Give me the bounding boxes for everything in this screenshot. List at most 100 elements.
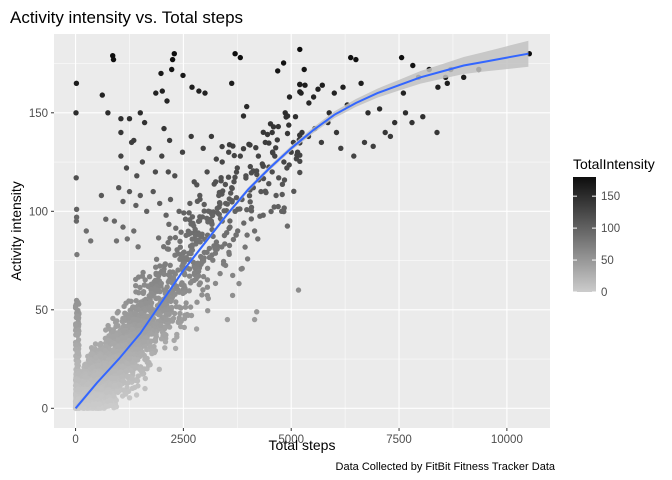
data-point bbox=[226, 249, 232, 255]
data-point bbox=[149, 350, 155, 357]
data-point bbox=[158, 70, 164, 77]
data-point bbox=[110, 333, 117, 340]
data-point bbox=[361, 139, 368, 146]
data-point bbox=[229, 292, 236, 299]
data-point bbox=[435, 84, 441, 90]
data-point bbox=[231, 179, 237, 185]
data-point bbox=[295, 287, 302, 293]
data-point bbox=[173, 299, 179, 305]
data-point bbox=[275, 123, 281, 130]
data-point bbox=[163, 315, 169, 322]
x-axis-ticks: 0 2500 5000 7500 10000 bbox=[72, 428, 523, 446]
data-point bbox=[155, 273, 162, 279]
data-point bbox=[151, 337, 158, 344]
data-point bbox=[129, 326, 136, 333]
data-point bbox=[166, 221, 172, 227]
legend-tick-label: 150 bbox=[601, 191, 620, 203]
data-point bbox=[365, 110, 371, 116]
data-point bbox=[73, 332, 79, 338]
data-point bbox=[402, 110, 409, 116]
data-point bbox=[243, 173, 249, 179]
data-point bbox=[214, 210, 221, 216]
data-point bbox=[233, 169, 240, 175]
data-point bbox=[177, 244, 183, 250]
data-point bbox=[158, 280, 164, 287]
data-point bbox=[201, 201, 207, 208]
data-point bbox=[205, 308, 211, 314]
data-point bbox=[192, 265, 198, 271]
data-point bbox=[220, 188, 226, 194]
data-point bbox=[181, 210, 187, 216]
data-point bbox=[112, 382, 118, 388]
legend-tick-label: 100 bbox=[601, 223, 620, 235]
data-point bbox=[248, 170, 255, 176]
data-point bbox=[297, 81, 303, 88]
data-point bbox=[96, 401, 103, 407]
data-point bbox=[269, 149, 276, 155]
data-point bbox=[137, 284, 143, 291]
data-point bbox=[193, 237, 199, 243]
data-point bbox=[200, 287, 206, 293]
data-point bbox=[103, 403, 109, 409]
data-point bbox=[138, 310, 144, 316]
data-point bbox=[280, 60, 287, 66]
data-point bbox=[99, 386, 105, 392]
data-point bbox=[140, 339, 147, 345]
data-point bbox=[103, 389, 110, 396]
data-point bbox=[124, 236, 130, 242]
data-point bbox=[248, 204, 255, 211]
data-point bbox=[133, 202, 139, 209]
data-point bbox=[219, 244, 225, 250]
data-point bbox=[244, 232, 250, 238]
data-point bbox=[132, 364, 139, 370]
data-point bbox=[315, 86, 321, 92]
data-point bbox=[157, 263, 163, 269]
data-point bbox=[73, 80, 80, 87]
data-point bbox=[232, 208, 238, 214]
data-point bbox=[170, 275, 177, 281]
data-point bbox=[382, 129, 388, 136]
data-point bbox=[165, 169, 171, 175]
data-point bbox=[153, 256, 160, 262]
data-point bbox=[165, 239, 171, 246]
data-point bbox=[119, 364, 126, 370]
data-point bbox=[125, 351, 132, 357]
data-point bbox=[192, 232, 199, 238]
data-point bbox=[172, 173, 178, 179]
data-point bbox=[232, 174, 238, 180]
data-point bbox=[161, 308, 167, 314]
data-point bbox=[318, 139, 325, 146]
data-point bbox=[326, 110, 332, 116]
x-axis-title: Total steps bbox=[269, 437, 336, 453]
data-point bbox=[253, 145, 259, 151]
data-point bbox=[103, 216, 109, 222]
data-point bbox=[76, 301, 82, 307]
data-point bbox=[167, 235, 173, 241]
data-point bbox=[161, 125, 167, 132]
data-point bbox=[272, 153, 278, 159]
data-point bbox=[134, 346, 141, 352]
data-point bbox=[187, 200, 193, 207]
data-point bbox=[172, 345, 179, 352]
data-point bbox=[141, 119, 148, 126]
data-point bbox=[376, 106, 383, 112]
data-point bbox=[248, 216, 254, 222]
data-point bbox=[102, 362, 108, 369]
data-point bbox=[193, 326, 200, 332]
data-point bbox=[204, 284, 211, 290]
data-point bbox=[146, 145, 152, 151]
data-point bbox=[155, 235, 162, 241]
data-point bbox=[73, 322, 79, 329]
x-tick-label: 7500 bbox=[386, 434, 412, 446]
data-point bbox=[310, 94, 317, 100]
data-point bbox=[213, 156, 219, 162]
data-point bbox=[279, 208, 285, 214]
data-point bbox=[73, 110, 79, 116]
data-point bbox=[156, 366, 162, 372]
data-point bbox=[110, 315, 116, 322]
data-point bbox=[189, 236, 195, 242]
data-point bbox=[126, 298, 132, 304]
data-point bbox=[204, 169, 210, 175]
data-point bbox=[284, 130, 291, 137]
data-point bbox=[153, 321, 160, 327]
